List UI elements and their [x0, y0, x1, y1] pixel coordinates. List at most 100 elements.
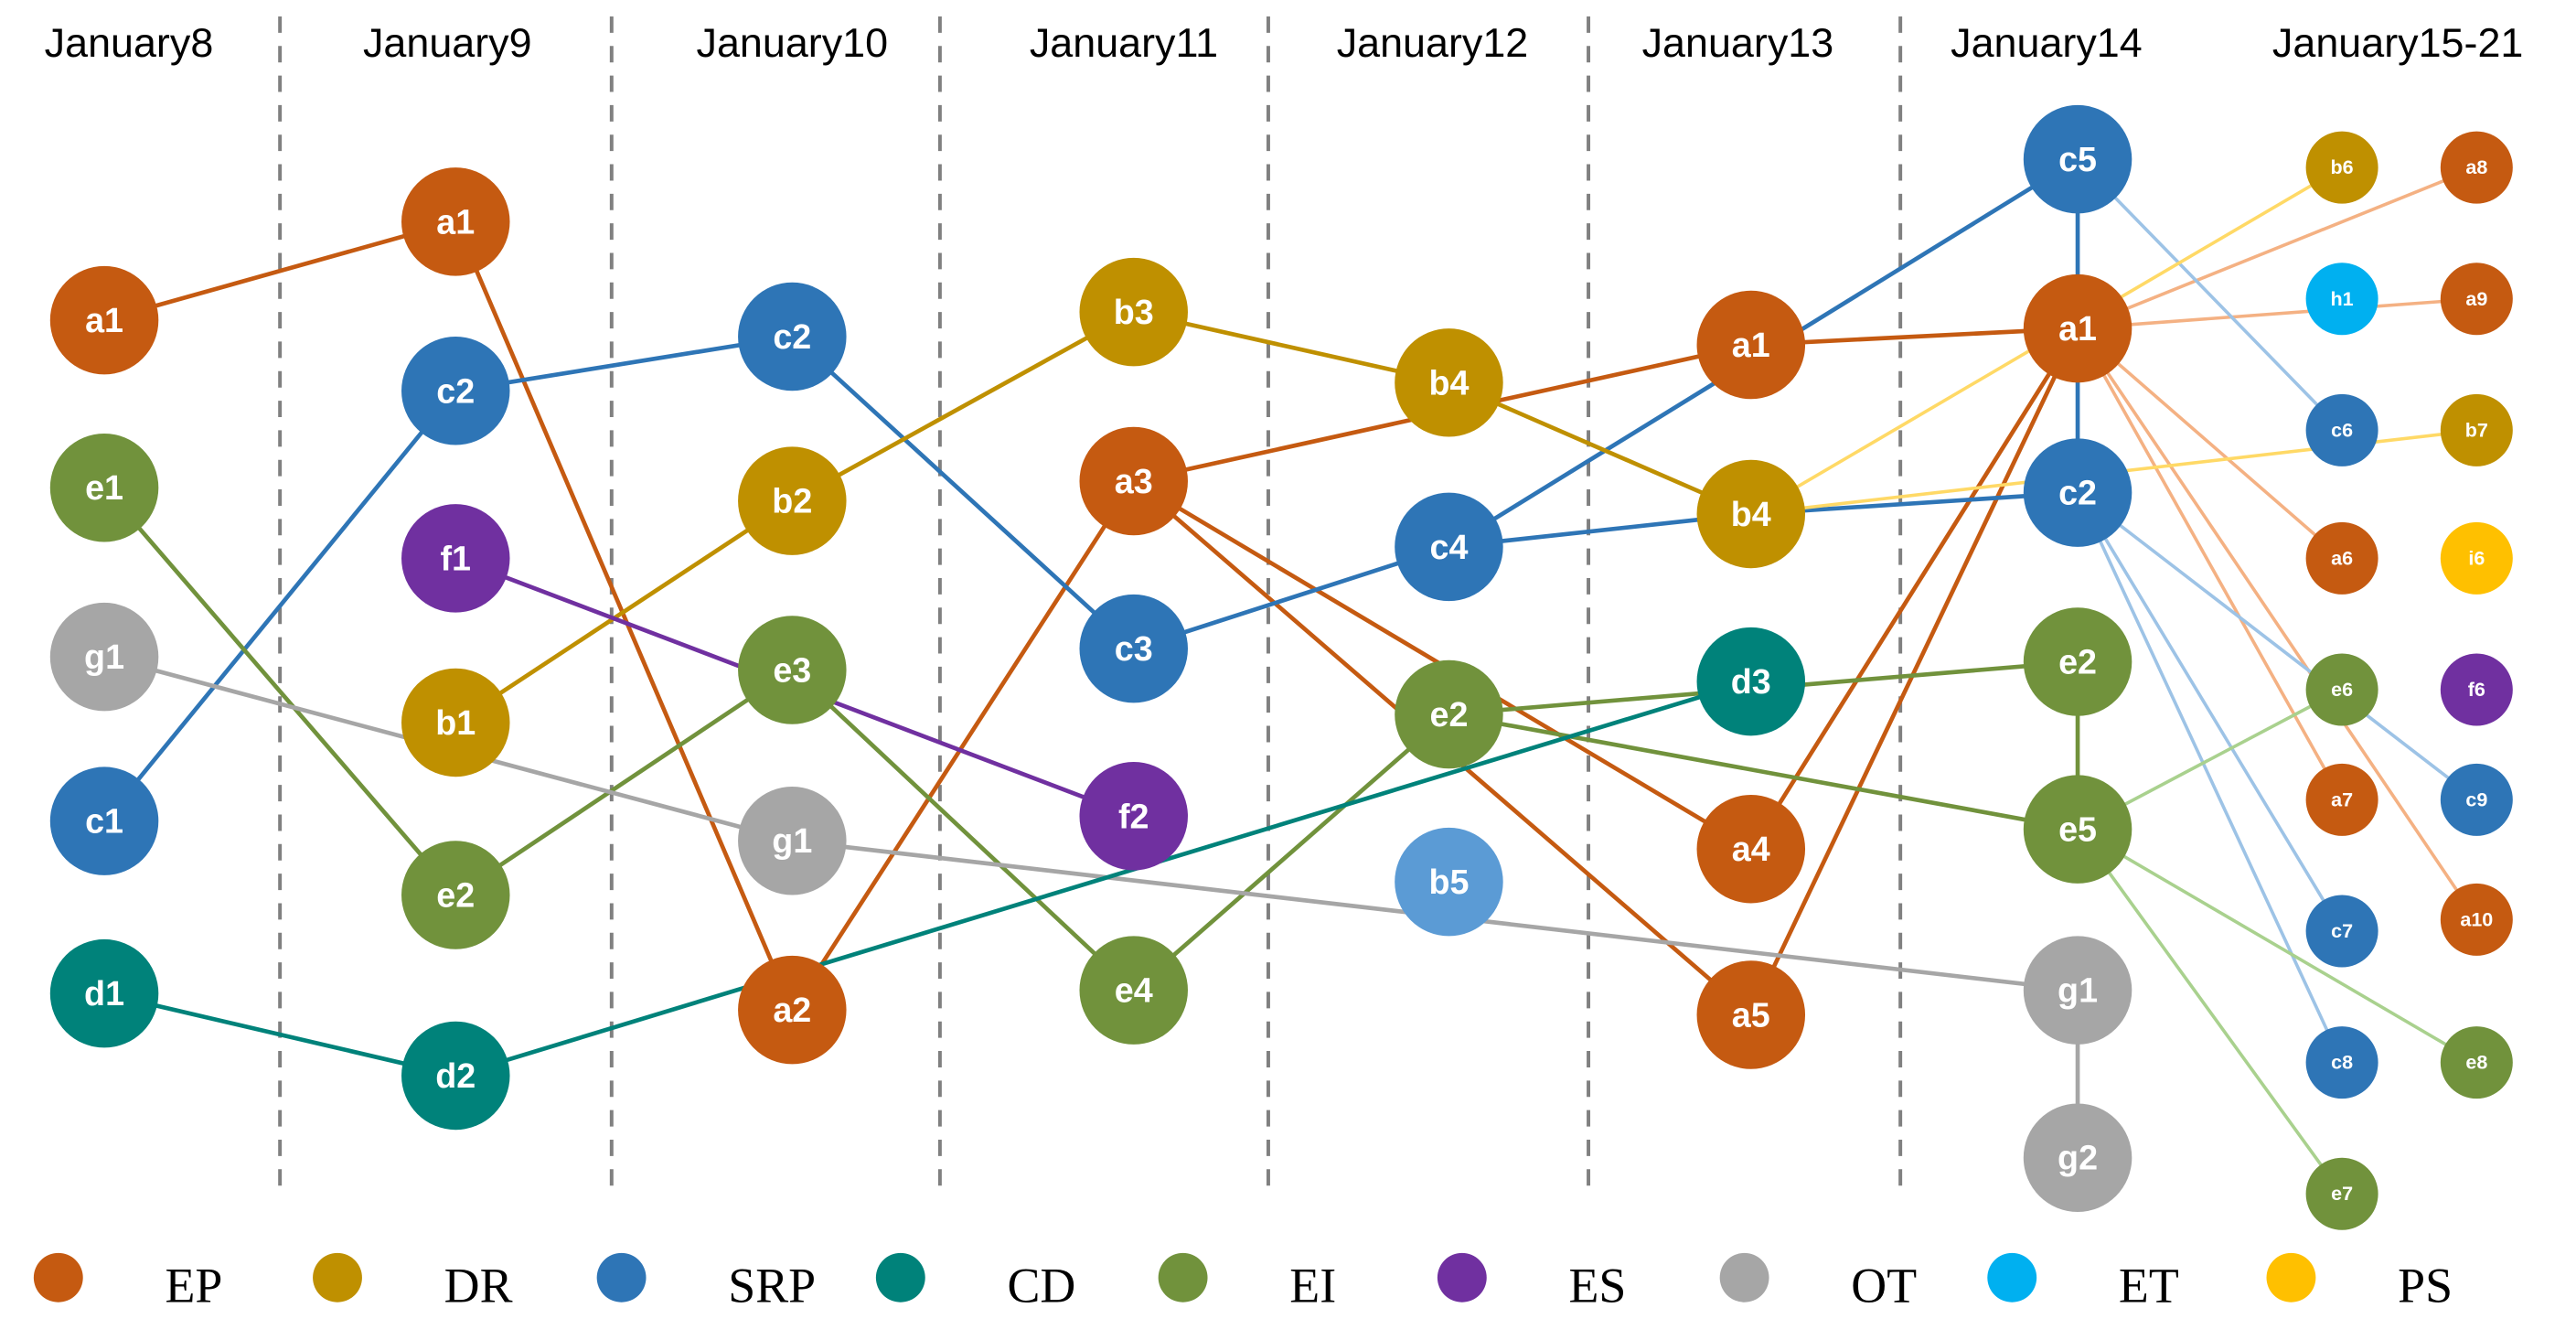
node — [2305, 653, 2378, 726]
node — [2305, 1026, 2378, 1099]
edge — [1448, 381, 1752, 517]
node-label: b4 — [1731, 495, 1771, 533]
node — [2023, 936, 2132, 1045]
node-label: a3 — [1115, 462, 1153, 500]
legend-swatch — [1437, 1252, 1487, 1302]
node — [401, 504, 510, 613]
node-label: a10 — [2460, 908, 2493, 930]
node — [1696, 794, 1806, 904]
node — [1079, 426, 1188, 536]
node-label: e7 — [2331, 1183, 2353, 1205]
node-label: a8 — [2465, 156, 2487, 178]
legend-swatch — [596, 1252, 647, 1302]
node-label: c7 — [2331, 920, 2353, 942]
node — [2440, 131, 2513, 204]
node — [1395, 492, 1503, 602]
edge — [2076, 491, 2478, 801]
node-label: c4 — [1429, 528, 1468, 566]
node-label: e4 — [1115, 971, 1153, 1010]
edge — [454, 498, 794, 724]
edge — [2076, 327, 2344, 801]
legend-swatch — [1987, 1252, 2037, 1302]
node-label: g1 — [84, 638, 124, 676]
separators — [278, 16, 1903, 1196]
edge — [1133, 544, 1450, 651]
node — [49, 602, 159, 712]
legend-label: EP — [165, 1258, 222, 1313]
node-label: e2 — [1429, 695, 1468, 734]
node-label: c5 — [2058, 140, 2097, 178]
node-label: c6 — [2331, 419, 2353, 441]
edge — [454, 220, 795, 1012]
node-label: a4 — [1732, 830, 1770, 868]
edge — [102, 389, 458, 823]
node — [2440, 393, 2513, 466]
node — [2440, 763, 2513, 836]
column-header: January14 — [1951, 19, 2143, 66]
node — [2023, 104, 2132, 214]
edge — [2077, 296, 2477, 330]
legend-swatch — [1158, 1252, 1208, 1302]
node — [2023, 775, 2132, 884]
legend-label: EI — [1289, 1258, 1336, 1313]
column-header: January12 — [1337, 19, 1529, 66]
edge — [791, 310, 1135, 503]
node-label: c2 — [2058, 474, 2097, 512]
node — [2440, 521, 2513, 595]
node — [738, 786, 847, 895]
node — [2440, 1026, 2513, 1099]
node — [401, 167, 510, 276]
edge — [454, 668, 794, 897]
legend-label: CD — [1007, 1258, 1075, 1313]
legend-swatch — [33, 1252, 83, 1302]
node — [401, 337, 510, 445]
edge — [2076, 327, 2344, 560]
node — [49, 938, 159, 1048]
edge — [2076, 828, 2344, 1195]
node-label: i6 — [2468, 547, 2485, 569]
node-label: b2 — [772, 482, 812, 520]
node-label: c3 — [1115, 629, 1153, 668]
node-label: a7 — [2331, 788, 2353, 810]
node-label: e8 — [2465, 1052, 2487, 1074]
edge — [454, 679, 1752, 1078]
edge — [103, 220, 456, 323]
node — [2440, 883, 2513, 956]
node-label: b1 — [435, 703, 476, 742]
node-label: a6 — [2331, 547, 2353, 569]
node-label: d3 — [1731, 662, 1771, 701]
node — [2305, 131, 2378, 204]
node — [49, 265, 159, 375]
node-label: b7 — [2465, 419, 2488, 441]
node — [1079, 594, 1188, 703]
node — [401, 841, 510, 949]
edge — [1748, 327, 2080, 851]
node-label: b5 — [1428, 863, 1469, 901]
node — [1395, 827, 1503, 937]
legend-label: SRP — [728, 1258, 816, 1313]
edge — [103, 991, 456, 1078]
node-label: c1 — [85, 802, 123, 841]
node-label: d2 — [435, 1056, 476, 1095]
legend-swatch — [1719, 1252, 1769, 1302]
node — [1696, 960, 1806, 1069]
column-header: January9 — [363, 19, 532, 66]
column-header: January13 — [1642, 19, 1834, 66]
node — [1395, 328, 1503, 437]
legend-label: ET — [2119, 1258, 2179, 1313]
node-label: c2 — [436, 371, 475, 410]
node — [2023, 273, 2132, 383]
node-label: e6 — [2331, 679, 2353, 701]
node — [1696, 627, 1806, 736]
node — [401, 1021, 510, 1131]
edge — [1748, 327, 2080, 1016]
node-label: a1 — [436, 202, 475, 241]
node — [1079, 257, 1188, 367]
nodes: January8 January9 January10 January11 Januar… — [45, 19, 2523, 1230]
edge — [2076, 327, 2478, 921]
edge — [790, 335, 1136, 650]
node-label: e2 — [2058, 643, 2097, 681]
node-label: a2 — [773, 991, 811, 1029]
node — [2440, 653, 2513, 726]
edge — [1750, 326, 2079, 348]
